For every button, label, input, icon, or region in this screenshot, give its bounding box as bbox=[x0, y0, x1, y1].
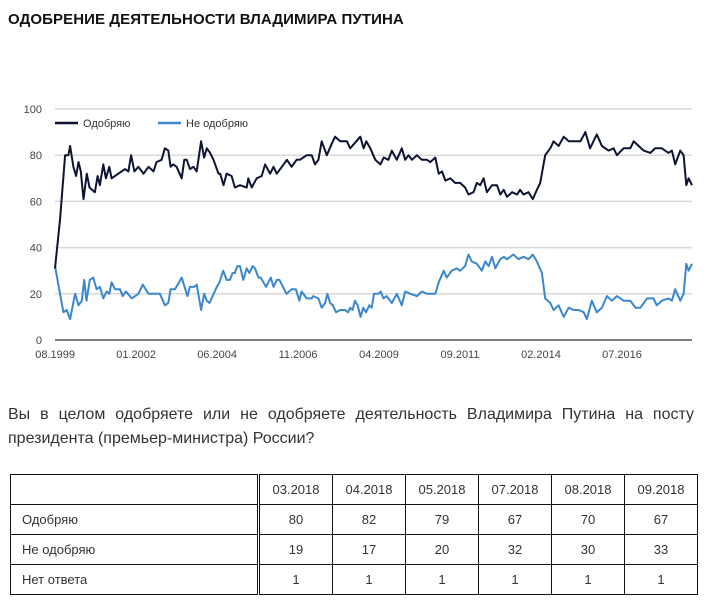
x-tick-label: 07.2016 bbox=[602, 349, 642, 361]
x-tick-label: 09.2011 bbox=[441, 349, 480, 361]
survey-question: Вы в целом одобряете или не одобряете де… bbox=[8, 406, 694, 447]
x-tick-label: 11.2006 bbox=[279, 349, 318, 361]
table-cell: 1 bbox=[405, 564, 479, 595]
table-cell: 17 bbox=[332, 534, 406, 565]
x-tick-label: 01.2002 bbox=[116, 349, 156, 361]
column-header: 09.2018 bbox=[624, 474, 698, 505]
table-header-row: 03.2018 04.2018 05.2018 07.2018 08.2018 … bbox=[10, 474, 698, 505]
table-row-disapprove: Не одобряю 19 17 20 32 30 33 bbox=[10, 534, 698, 565]
legend-label: Одобряю bbox=[83, 118, 130, 130]
series-line-disapprove bbox=[54, 253, 693, 321]
y-tick-label: 80 bbox=[30, 150, 42, 162]
x-tick-label: 08.1999 bbox=[35, 349, 75, 361]
table-cell: 20 bbox=[405, 534, 479, 565]
table-cell: 67 bbox=[478, 504, 552, 535]
series-line-approve bbox=[54, 131, 693, 269]
table-cell: 79 bbox=[405, 504, 479, 535]
y-tick-label: 100 bbox=[24, 104, 42, 116]
row-label: Не одобряю bbox=[10, 534, 260, 565]
x-tick-label: 04.2009 bbox=[359, 349, 399, 361]
table-cell: 1 bbox=[332, 564, 406, 595]
x-tick-label: 02.2014 bbox=[521, 349, 561, 361]
table-cell: 19 bbox=[258, 534, 333, 565]
results-table: 03.2018 04.2018 05.2018 07.2018 08.2018 … bbox=[10, 474, 698, 595]
table-cell: 82 bbox=[332, 504, 406, 535]
column-header: 07.2018 bbox=[478, 474, 552, 505]
page-title: ОДОБРЕНИЕ ДЕЯТЕЛЬНОСТИ ВЛАДИМИРА ПУТИНА bbox=[8, 11, 404, 28]
table-cell: 30 bbox=[551, 534, 625, 565]
y-tick-label: 20 bbox=[30, 289, 42, 301]
y-tick-label: 60 bbox=[30, 196, 42, 208]
y-tick-label: 40 bbox=[30, 243, 42, 255]
row-label: Одобряю bbox=[10, 504, 260, 535]
table-cell: 33 bbox=[624, 534, 698, 565]
table-cell: 1 bbox=[258, 564, 333, 595]
legend-label: Не одобряю bbox=[186, 118, 248, 130]
column-header: 03.2018 bbox=[258, 474, 333, 505]
table-cell: 1 bbox=[478, 564, 552, 595]
table-cell: 32 bbox=[478, 534, 552, 565]
x-tick-label: 06.2004 bbox=[197, 349, 237, 361]
y-tick-label: 0 bbox=[36, 335, 42, 347]
row-label: Нет ответа bbox=[10, 564, 260, 595]
table-cell: 67 bbox=[624, 504, 698, 535]
table-row-no-answer: Нет ответа 1 1 1 1 1 1 bbox=[10, 564, 698, 595]
table-row-approve: Одобряю 80 82 79 67 70 67 bbox=[10, 504, 698, 535]
table-cell: 80 bbox=[258, 504, 333, 535]
table-cell: 1 bbox=[624, 564, 698, 595]
approval-line-chart: 0 20 40 60 80 100 08.1999 01.2002 06.2004 11.2006… bbox=[24, 104, 693, 361]
table-cell: 70 bbox=[551, 504, 625, 535]
column-header: 05.2018 bbox=[405, 474, 479, 505]
table-corner-cell bbox=[10, 474, 260, 505]
column-header: 08.2018 bbox=[551, 474, 625, 505]
table-cell: 1 bbox=[551, 564, 625, 595]
column-header: 04.2018 bbox=[332, 474, 406, 505]
